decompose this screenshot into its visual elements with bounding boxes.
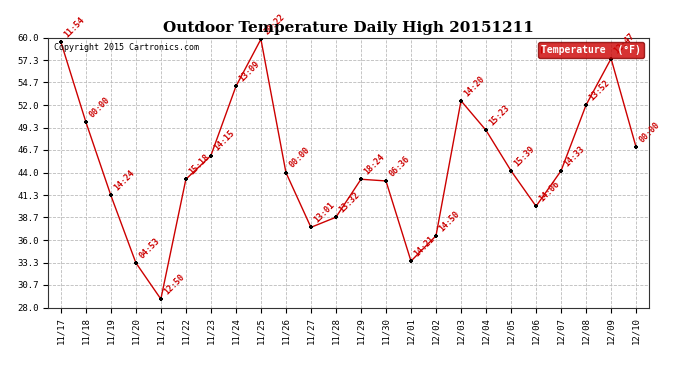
Text: 14:06: 14:06 xyxy=(538,179,562,204)
Text: 14:33: 14:33 xyxy=(562,144,586,168)
Text: 00:00: 00:00 xyxy=(287,146,311,170)
Title: Outdoor Temperature Daily High 20151211: Outdoor Temperature Daily High 20151211 xyxy=(163,21,534,35)
Text: 15:23: 15:23 xyxy=(487,104,511,128)
Point xyxy=(606,56,617,62)
Point xyxy=(406,258,417,264)
Point xyxy=(55,39,66,45)
Text: 14:21: 14:21 xyxy=(413,234,436,258)
Text: 00:00: 00:00 xyxy=(87,95,111,119)
Point xyxy=(431,233,442,239)
Point xyxy=(180,176,191,182)
Point xyxy=(255,36,266,42)
Point xyxy=(580,102,591,108)
Text: 13:32: 13:32 xyxy=(337,190,362,214)
Text: 13:01: 13:01 xyxy=(313,201,336,225)
Point xyxy=(480,128,491,134)
Point xyxy=(331,214,342,220)
Text: 12:50: 12:50 xyxy=(162,272,186,296)
Legend: Temperature  (°F): Temperature (°F) xyxy=(538,42,644,58)
Point xyxy=(355,176,366,182)
Text: 11:54: 11:54 xyxy=(62,15,86,39)
Point xyxy=(506,168,517,174)
Text: 14:50: 14:50 xyxy=(437,209,462,233)
Text: 00:00: 00:00 xyxy=(638,120,662,144)
Text: 14:15: 14:15 xyxy=(213,129,236,153)
Point xyxy=(280,170,291,176)
Point xyxy=(155,296,166,302)
Text: 14:24: 14:24 xyxy=(112,168,136,192)
Text: 14:20: 14:20 xyxy=(462,74,486,98)
Text: 12:47: 12:47 xyxy=(613,32,636,56)
Text: 06:36: 06:36 xyxy=(387,154,411,178)
Point xyxy=(380,178,391,184)
Text: 04:53: 04:53 xyxy=(137,236,161,260)
Point xyxy=(631,144,642,150)
Text: Copyright 2015 Cartronics.com: Copyright 2015 Cartronics.com xyxy=(55,43,199,52)
Point xyxy=(306,224,317,230)
Point xyxy=(106,192,117,198)
Point xyxy=(531,203,542,209)
Point xyxy=(455,98,466,104)
Text: 13:09: 13:09 xyxy=(237,60,262,84)
Point xyxy=(80,119,91,125)
Text: 13:52: 13:52 xyxy=(587,78,611,102)
Point xyxy=(555,168,566,174)
Text: 15:39: 15:39 xyxy=(513,144,536,168)
Text: 20:22: 20:22 xyxy=(262,12,286,36)
Point xyxy=(230,84,241,90)
Point xyxy=(206,153,217,159)
Text: 18:24: 18:24 xyxy=(362,152,386,177)
Text: 15:18: 15:18 xyxy=(187,152,211,177)
Point xyxy=(130,260,141,266)
